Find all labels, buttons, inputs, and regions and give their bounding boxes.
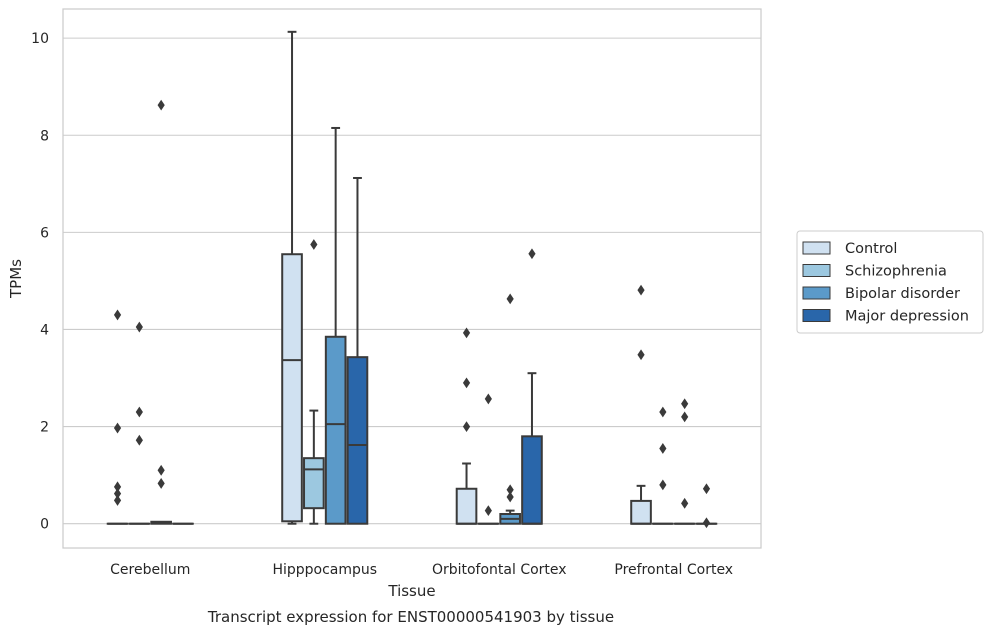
legend-label: Major depression [845, 309, 969, 325]
outlier-point [113, 488, 122, 500]
outlier-point [506, 484, 514, 496]
outlier-point [702, 483, 711, 495]
box-body [303, 457, 325, 510]
y-tick-label: 8 [40, 128, 49, 144]
box-schizophrenia [303, 409, 325, 525]
legend-item: Control [802, 241, 897, 257]
grid-lines [63, 37, 761, 525]
legend: Control Schizophrenia Bipolar disorder Majo… [796, 230, 984, 334]
box-control [630, 484, 652, 525]
plot-frame [62, 8, 762, 549]
box-control [281, 30, 303, 525]
legend-item: Schizophrenia [802, 264, 947, 280]
box-body [281, 253, 303, 523]
x-tick-label: Orbitofontal Cortex [432, 562, 567, 578]
x-tick-label: Prefrontal Cortex [614, 562, 733, 578]
box-bipolar-disorder [150, 520, 172, 525]
outlier-point [310, 239, 318, 250]
outlier-point [506, 491, 514, 503]
y-axis-label: TPMs [7, 259, 25, 299]
outlier-point [157, 99, 165, 111]
outlier-point [702, 517, 711, 529]
y-tick-label: 6 [40, 225, 49, 241]
legend-swatch [802, 241, 831, 255]
outlier-point [506, 293, 514, 305]
outlier-point [659, 443, 667, 454]
legend-frame [796, 230, 984, 334]
outlier-point [135, 406, 143, 418]
legend-label: Bipolar disorder [845, 286, 960, 302]
box-body [521, 435, 543, 525]
outlier-point [113, 495, 122, 506]
x-axis-label: Tissue [387, 582, 435, 600]
y-tick-label: 2 [40, 420, 49, 436]
outlier-point [681, 411, 689, 423]
outlier-point [681, 497, 689, 509]
outlier-point [659, 479, 667, 491]
outlier-point [135, 321, 143, 333]
y-tick-labels: 0 2 4 6 8 10 [31, 31, 49, 533]
box-control [455, 462, 478, 525]
outlier-point [681, 398, 689, 410]
box-body [324, 335, 347, 525]
legend-label: Schizophrenia [845, 264, 947, 280]
y-tick-label: 4 [40, 322, 49, 338]
outlier-point [113, 422, 122, 434]
outlier-point [462, 327, 471, 339]
outlier-point [157, 464, 165, 476]
box-body [630, 499, 652, 525]
box-major-depression [346, 176, 369, 525]
box-bipolar-disorder [324, 126, 347, 525]
legend-item: Major depression [802, 309, 969, 325]
outlier-point [135, 434, 143, 446]
outlier-point [637, 349, 645, 361]
box-layer [106, 30, 718, 525]
outlier-point [113, 481, 122, 493]
outlier-point [484, 393, 492, 405]
outlier-point [462, 421, 471, 433]
y-tick-label: 0 [40, 517, 49, 533]
box-body [346, 356, 369, 525]
outlier-layer [113, 99, 711, 529]
box-major-depression [521, 372, 543, 525]
x-tick-label: Cerebellum [110, 562, 190, 578]
legend-swatch [802, 309, 831, 322]
outlier-point [157, 478, 165, 489]
legend-item: Bipolar disorder [802, 286, 960, 302]
outlier-point [462, 377, 471, 389]
x-tick-label: Hipppocampus [272, 562, 377, 578]
chart-caption: Transcript expression for ENST0000054190… [207, 608, 614, 626]
y-tick-label: 10 [31, 31, 49, 47]
legend-swatch [802, 286, 831, 300]
outlier-point [113, 309, 122, 321]
x-tick-labels: Cerebellum Hipppocampus Orbitofontal Corte… [110, 562, 733, 578]
box-body [455, 487, 478, 525]
legend-swatch [802, 264, 831, 277]
outlier-point [528, 248, 536, 260]
box-bipolar-disorder [499, 509, 521, 525]
legend-label: Control [845, 241, 897, 257]
outlier-point [659, 406, 667, 418]
outlier-point [484, 505, 492, 517]
outlier-point [637, 284, 645, 296]
